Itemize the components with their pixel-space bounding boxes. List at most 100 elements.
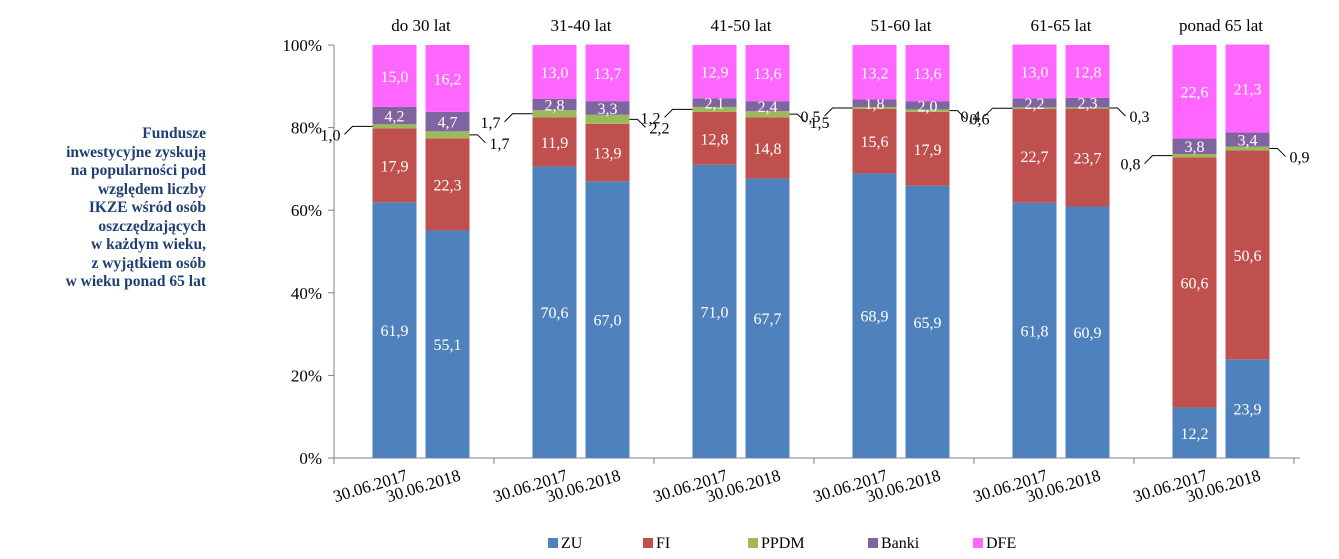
bar-segment-ppdm [745,111,790,118]
group-label: 61-65 lat [1031,16,1092,35]
data-label: 12,2 [1181,426,1209,443]
data-label: 12,9 [701,65,729,82]
bar-segment-dfe [532,45,577,99]
data-label: 1,0 [321,127,341,144]
bar-segment-banki [1172,138,1217,155]
bar-segment-fi [1172,157,1217,408]
data-label: 16,2 [434,71,462,88]
data-label: 68,9 [861,309,889,326]
bar-segment-fi [745,117,790,179]
legend-label: DFE [986,535,1016,552]
leader-line [984,107,1013,117]
data-label: 61,8 [1021,323,1049,340]
data-label: 13,0 [541,65,569,82]
bar-segment-zu [585,181,630,459]
legend-label: FI [656,535,670,552]
data-label: 4,7 [438,115,458,132]
bar-segment-fi [585,123,630,182]
data-label: 17,9 [381,158,409,175]
bar-segment-banki [532,98,577,111]
data-label: 22,7 [1021,149,1049,166]
bar-segment-dfe [425,45,470,112]
data-label: 70,6 [541,305,569,322]
y-tick-label: 40% [291,284,322,303]
bar-segment-fi [372,128,417,203]
bar-segment-ppdm [1012,107,1057,110]
leader-line [1144,155,1173,165]
bar-segment-dfe [1065,45,1110,98]
data-label: 13,0 [1021,64,1049,81]
data-label: 2,2 [650,120,670,137]
data-label: 60,9 [1074,325,1102,342]
data-label: 67,0 [594,313,622,330]
bar-segment-ppdm [585,114,630,124]
data-label: 0,9 [1290,149,1310,166]
data-label: 2,2 [1025,96,1045,113]
side-note-line: w każdym wieku, [91,236,206,253]
bar-segment-dfe [1012,44,1057,99]
bar-segment-ppdm [692,106,737,112]
side-note-line: względem liczby [97,180,206,198]
leader-line [789,113,806,123]
data-label: 61,9 [381,323,409,340]
bar-segment-banki [1012,98,1057,108]
bar-segment-banki [372,106,417,125]
bar-segment-dfe [1172,45,1217,139]
leader-line [824,107,853,117]
data-label: 1,7 [490,136,510,153]
legend-label: PPDM [761,535,805,552]
bar-segment-zu [1225,359,1270,458]
data-label: 3,8 [1185,139,1205,156]
data-label: 71,0 [701,304,729,321]
data-label: 60,6 [1181,275,1209,292]
side-note-line: z wyjątkiem osób [91,254,206,272]
data-label: 13,7 [594,66,622,83]
leader-line [1109,107,1126,117]
data-label: 1,8 [865,96,885,113]
data-label: 50,6 [1234,248,1262,265]
leader-line [504,113,533,123]
data-label: 12,8 [701,131,729,148]
data-label: 67,7 [754,311,782,328]
data-label: 15,6 [861,134,889,151]
data-label: 0,4 [961,109,981,126]
data-label: 65,9 [914,315,942,332]
y-tick-label: 20% [291,366,322,385]
bar-segment-dfe [1225,44,1270,133]
bar-segment-zu [1172,407,1217,458]
data-label: 3,3 [598,101,618,118]
data-label: 0,8 [1121,157,1141,174]
bar-segment-zu [692,164,737,458]
bar-segment-ppdm [532,110,577,118]
data-label: 23,9 [1234,402,1262,419]
bar-segment-ppdm [1225,146,1270,151]
legend-swatch-ppdm [748,538,758,548]
bar-segment-dfe [372,45,417,107]
data-label: 22,6 [1181,85,1209,102]
data-label: 21,3 [1234,82,1262,99]
side-note-line: Fundusze [142,125,206,142]
data-label: 13,6 [754,66,782,83]
data-label: 0,5 [801,109,821,126]
bar-segment-fi [1065,108,1110,207]
data-label: 13,2 [861,65,889,82]
bar-segment-ppdm [852,106,897,110]
bar-segment-dfe [852,45,897,100]
bar-segment-banki [1225,132,1270,147]
data-label: 13,9 [594,146,622,163]
side-note: Fundusze inwestycyjne zyskują na popular… [0,125,206,292]
bar-segment-fi [1225,150,1270,360]
data-label: 15,0 [381,69,409,86]
data-label: 1,2 [641,110,661,127]
legend-label: ZU [561,535,583,552]
bar-segment-fi [425,138,470,231]
bar-segment-dfe [692,45,737,99]
group-label: ponad 65 lat [1179,16,1263,35]
data-label: 17,9 [914,142,942,159]
legend-label: Banki [881,535,920,552]
bar-segment-ppdm [372,124,417,129]
data-label: 2,4 [758,99,778,116]
bar-segment-banki [852,99,897,107]
bar-segment-zu [372,202,417,458]
group-label: 51-60 lat [871,16,932,35]
